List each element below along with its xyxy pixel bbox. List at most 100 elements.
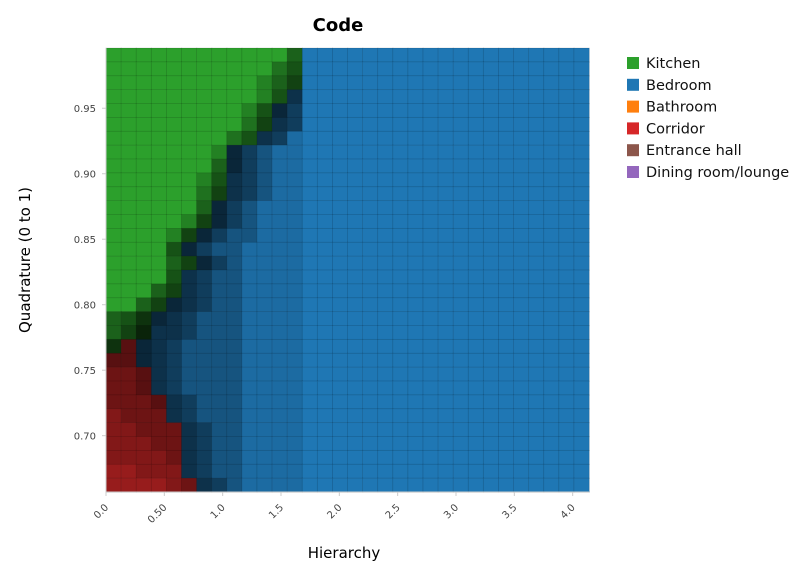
heatmap-cell-bedroom (543, 214, 560, 230)
heatmap-cell-bedroom (498, 463, 515, 479)
heatmap-cell-bedroom (467, 61, 485, 77)
heatmap-cell-bedroom (422, 89, 439, 105)
heatmap-cell-bedroom (211, 325, 228, 341)
heatmap-cell-bedroom (558, 422, 575, 438)
heatmap-cell-bedroom (513, 255, 530, 271)
heatmap-cell-bedroom (301, 116, 319, 132)
legend-item[interactable]: Bathroom (627, 100, 717, 116)
heatmap-cell-bedroom (241, 422, 258, 438)
heatmap-cell-bedroom (362, 477, 379, 493)
heatmap-cell-bedroom (422, 311, 439, 327)
heatmap-cell-bedroom (422, 394, 439, 410)
legend-item[interactable]: Bedroom (627, 78, 712, 94)
heatmap-cell-bedroom (482, 477, 500, 493)
heatmap-cell-bedroom (271, 214, 288, 230)
heatmap-cell-bedroom (407, 477, 424, 493)
heatmap-cell-kitchen (150, 200, 168, 216)
heatmap-cell-bedroom (241, 186, 258, 202)
heatmap-cell-bedroom (513, 61, 530, 77)
heatmap-cell-bedroom (362, 436, 379, 452)
heatmap-cell-kitchen (181, 158, 198, 174)
legend-label: Bedroom (646, 78, 712, 94)
heatmap-cell-bedroom (271, 325, 288, 341)
heatmap-cell-bedroom (347, 172, 364, 188)
heatmap-cell-bedroom (543, 297, 560, 313)
heatmap-cell-bedroom (226, 144, 243, 160)
heatmap-cell-bedroom (362, 463, 379, 479)
heatmap-cell-bedroom (452, 130, 469, 146)
heatmap-cell-bedroom (437, 214, 454, 230)
heatmap-cell-kitchen (165, 255, 183, 271)
heatmap-cell-bedroom (165, 366, 183, 382)
heatmap-cell-bedroom (498, 436, 515, 452)
heatmap-cell-kitchen (120, 158, 137, 174)
heatmap-cell-bedroom (347, 436, 364, 452)
heatmap-cell-bedroom (437, 297, 454, 313)
heatmap-cell-bedroom (558, 130, 575, 146)
heatmap-cell-bedroom (407, 408, 424, 424)
heatmap-cell-bedroom (286, 144, 303, 160)
heatmap-cell-bedroom (241, 463, 258, 479)
heatmap-cell-bedroom (543, 158, 560, 174)
heatmap-cell-bedroom (452, 366, 469, 382)
x-tick-label: 0.50 (146, 502, 170, 526)
heatmap-cell-corridor (135, 408, 152, 424)
heatmap-cell-bedroom (332, 394, 349, 410)
heatmap-cell-kitchen (165, 241, 183, 257)
heatmap-cell-kitchen (150, 186, 168, 202)
heatmap-cell-bedroom (513, 311, 530, 327)
heatmap-cell-bedroom (573, 408, 590, 424)
heatmap-cell-bedroom (347, 311, 364, 327)
heatmap-cell-bedroom (407, 463, 424, 479)
heatmap-cell-kitchen (105, 144, 122, 160)
heatmap-cell-corridor (120, 380, 137, 396)
heatmap-cell-bedroom (407, 255, 424, 271)
heatmap-cell-bedroom (467, 394, 485, 410)
heatmap-cell-bedroom (271, 144, 288, 160)
heatmap-cell-kitchen (105, 61, 122, 77)
heatmap-cell-bedroom (301, 283, 319, 299)
heatmap-cell-bedroom (528, 144, 545, 160)
heatmap-cell-kitchen (105, 47, 122, 63)
heatmap-cell-kitchen (120, 269, 137, 285)
heatmap-cell-bedroom (332, 325, 349, 341)
heatmap-cell-bedroom (332, 47, 349, 63)
heatmap-cell-corridor (120, 366, 137, 382)
heatmap-cell-kitchen (196, 61, 213, 77)
heatmap-cell-bedroom (513, 338, 530, 354)
heatmap-cell-bedroom (316, 463, 334, 479)
heatmap-cell-bedroom (467, 227, 485, 243)
heatmap-cell-kitchen (196, 158, 213, 174)
heatmap-cell-bedroom (407, 116, 424, 132)
heatmap-cell-bedroom (513, 477, 530, 493)
heatmap-cell-bedroom (452, 116, 469, 132)
heatmap-cell-bedroom (543, 144, 560, 160)
heatmap-cell-bedroom (316, 241, 334, 257)
legend-item[interactable]: Kitchen (627, 56, 701, 72)
heatmap-cell-bedroom (407, 75, 424, 91)
heatmap-cell-bedroom (316, 255, 334, 271)
heatmap-cell-bedroom (316, 325, 334, 341)
heatmap-cell-bedroom (467, 477, 485, 493)
heatmap-cell-bedroom (513, 130, 530, 146)
heatmap-cell-bedroom (452, 477, 469, 493)
heatmap-cell-kitchen (226, 75, 243, 91)
heatmap-cell-bedroom (316, 269, 334, 285)
heatmap-cell-bedroom (241, 394, 258, 410)
heatmap-cell-bedroom (482, 103, 500, 119)
heatmap-cell-kitchen (181, 186, 198, 202)
legend-item[interactable]: Entrance hall (627, 143, 742, 159)
heatmap-cell-bedroom (437, 311, 454, 327)
legend-item[interactable]: Corridor (627, 121, 705, 137)
heatmap-cell-bedroom (377, 394, 394, 410)
heatmap-cell-kitchen (181, 130, 198, 146)
heatmap-cell-bedroom (407, 227, 424, 243)
heatmap-cell-bedroom (528, 283, 545, 299)
heatmap-cell-bedroom (316, 158, 334, 174)
legend-item[interactable]: Dining room/lounge (627, 165, 789, 181)
heatmap-cell-bedroom (301, 130, 319, 146)
heatmap-cell-bedroom (211, 255, 228, 271)
heatmap-cell-bedroom (316, 352, 334, 368)
heatmap-cell-bedroom (256, 172, 273, 188)
heatmap-cell-kitchen (181, 47, 198, 63)
